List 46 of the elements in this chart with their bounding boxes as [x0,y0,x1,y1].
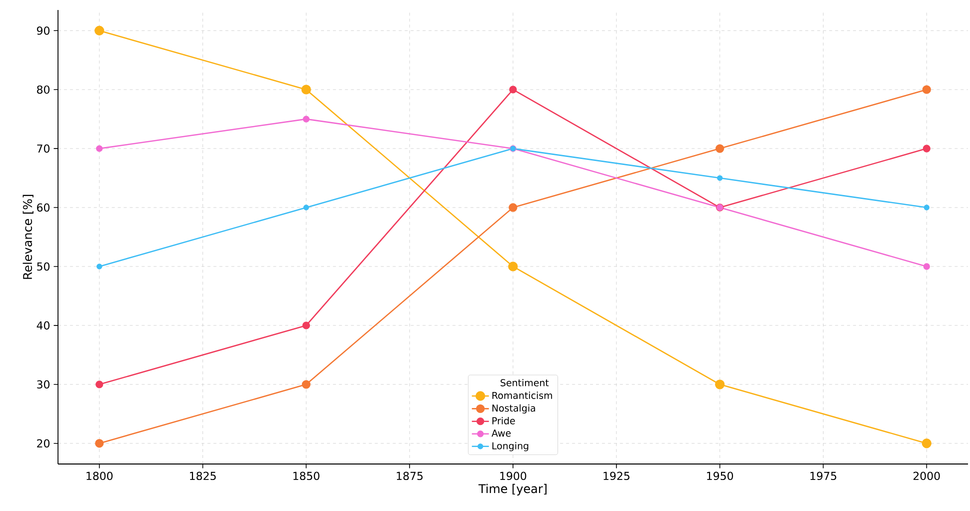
point [96,264,102,270]
y-axis-title: Relevance [%] [22,194,34,279]
point [302,380,311,389]
y-tick-label: 60 [37,203,50,212]
x-tick-label: 1925 [604,472,630,480]
x-tick-label: 1950 [707,472,734,480]
point [508,203,518,212]
legend-title: Sentiment [500,378,549,386]
y-tick-label: 40 [36,321,50,330]
legend-label: Longing [492,442,528,452]
x-axis-title: Time [year] [478,484,547,496]
legend-label: Awe [492,430,511,437]
point [95,439,104,448]
point [923,263,930,270]
point [302,116,310,122]
y-tick-label: 90 [36,26,50,35]
y-tick-label: 80 [37,85,50,94]
y-tick-label: 50 [37,262,50,271]
x-tick-label: 1825 [190,472,216,480]
point [94,26,104,36]
point [922,144,930,152]
point [303,204,310,210]
legend-label: Pride [492,417,515,424]
x-tick-label: 1850 [293,472,320,480]
point [715,144,724,153]
x-tick-label: 2000 [914,472,940,480]
x-tick-label: 1800 [86,472,113,480]
point [714,380,725,390]
point [509,86,517,94]
legend-label: Romanticism [492,392,552,399]
point [96,145,103,152]
point [96,380,104,388]
point [922,85,931,94]
point [508,262,518,272]
x-tick-label: 1975 [810,472,836,480]
point [924,204,930,210]
y-tick-label: 70 [37,144,50,153]
point [716,175,723,181]
y-tick-label: 30 [37,380,50,389]
legend-label: Nostalgia [492,404,536,414]
point [302,322,310,330]
x-tick-label: 1900 [500,472,526,480]
point [301,84,312,94]
point [922,438,932,448]
x-tick-label: 1875 [396,472,423,480]
y-tick-label: 20 [37,439,50,448]
